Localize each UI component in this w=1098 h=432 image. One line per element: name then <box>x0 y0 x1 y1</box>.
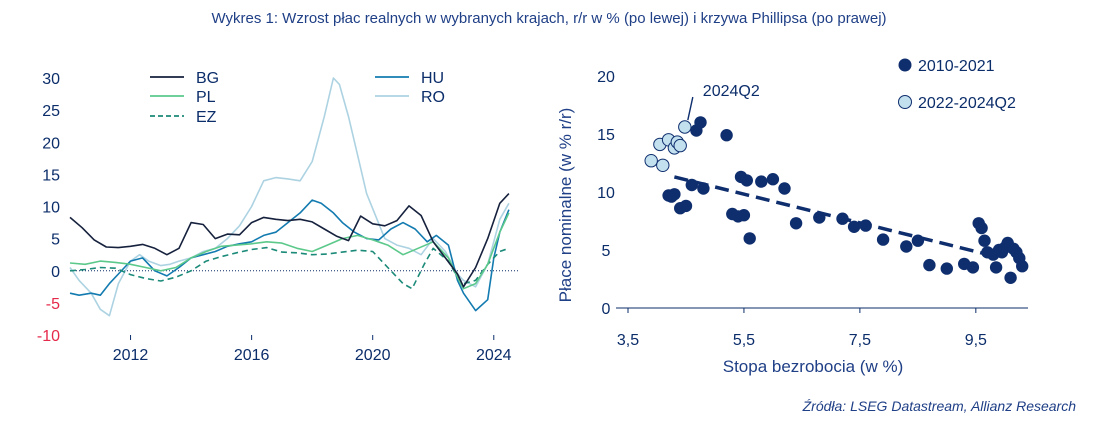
y-axis-ticks: 30 25 20 15 10 5 0 -5 -10 <box>37 71 60 345</box>
y-tick-label: -10 <box>37 328 60 345</box>
scatter-point-2010-2021 <box>694 116 707 129</box>
y-tick-label: 0 <box>51 264 60 281</box>
y-tick-label: 0 <box>602 301 611 318</box>
source-note: Źródła: LSEG Datastream, Allianz Researc… <box>802 398 1076 414</box>
x-tick-label: 9,5 <box>965 332 987 349</box>
y-tick-label: 15 <box>42 167 60 184</box>
scatter-point-2010-2021 <box>720 129 733 142</box>
series-line-bg <box>69 193 510 288</box>
trendline <box>673 175 994 258</box>
annotation-pointer <box>687 96 694 121</box>
line-chart: 30 25 20 15 10 5 0 -5 -10 2012 2016 2020 2024 BG PL E… <box>37 70 518 364</box>
scatter-point-2010-2021 <box>743 232 756 245</box>
legend-marker <box>898 95 912 109</box>
scatter-point-2010-2021 <box>989 261 1003 274</box>
y-tick-label: 30 <box>42 71 60 88</box>
scatter-point-2010-2021 <box>697 182 710 195</box>
scatter-point-2010-2021 <box>740 174 753 187</box>
y-tick-label: 10 <box>42 200 60 217</box>
scatter-point-2010-2021 <box>813 211 826 224</box>
series-line-pl <box>69 212 510 290</box>
y-tick-label: 25 <box>42 103 60 120</box>
scatter-point-2010-2021 <box>737 209 751 222</box>
scatter-point-2022-2024q2 <box>678 120 692 134</box>
legend: 2010-2021 2022-2024Q2 <box>898 58 1016 112</box>
y-axis-ticks: 20 15 10 5 0 <box>597 69 615 318</box>
y-tick-label: 10 <box>597 185 615 202</box>
scatter-point-2010-2021 <box>766 173 780 186</box>
legend-label-ro: RO <box>421 89 445 106</box>
y-tick-label: 5 <box>602 243 611 260</box>
annotation-label: 2024Q2 <box>703 83 760 100</box>
scatter-points <box>644 116 1029 284</box>
figure-title: Wykres 1: Wzrost płac realnych w wybrany… <box>211 10 887 27</box>
scatter-point-2010-2021 <box>836 212 849 225</box>
scatter-point-2022-2024q2 <box>656 158 670 173</box>
scatter-point-2010-2021 <box>923 258 936 272</box>
scatter-point-2010-2021 <box>911 234 925 247</box>
x-tick-label: 7,5 <box>849 332 871 349</box>
legend: BG PL EZ HU RO <box>150 70 445 126</box>
legend-marker <box>898 58 912 72</box>
scatter-point-2010-2021 <box>755 175 768 188</box>
scatter-point-2010-2021 <box>1016 260 1029 273</box>
legend-label: 2010-2021 <box>918 58 995 75</box>
legend-label-hu: HU <box>421 70 444 87</box>
series-line-hu <box>69 199 510 312</box>
y-tick-label: 20 <box>42 135 60 152</box>
scatter-point-2010-2021 <box>900 240 913 253</box>
y-tick-label: 20 <box>597 69 615 86</box>
scatter-point-2010-2021 <box>778 182 791 195</box>
scatter-point-2010-2021 <box>1004 271 1017 284</box>
legend-label-ez: EZ <box>196 109 217 126</box>
legend-label-pl: PL <box>196 89 216 106</box>
y-tick-label: 15 <box>597 127 615 144</box>
scatter-point-2010-2021 <box>876 233 890 246</box>
y-tick-label: -5 <box>46 296 60 313</box>
scatter-point-2010-2021 <box>978 234 991 247</box>
scatter-point-2010-2021 <box>847 220 861 233</box>
line-series-group <box>69 77 510 317</box>
scatter-point-2022-2024q2 <box>673 138 687 153</box>
series-line-ro <box>69 77 510 317</box>
x-axis-ticks: 3,5 5,5 7,5 9,5 <box>617 308 987 349</box>
x-tick-label: 2016 <box>234 347 270 364</box>
scatter-point-2010-2021 <box>679 199 693 213</box>
scatter-point-2010-2021 <box>940 262 953 275</box>
legend-label: 2022-2024Q2 <box>918 95 1016 112</box>
scatter-point-2010-2021 <box>685 178 698 192</box>
x-tick-label: 2020 <box>355 347 391 364</box>
scatter-point-2010-2021 <box>975 221 988 235</box>
x-tick-label: 3,5 <box>617 332 639 349</box>
legend-label-bg: BG <box>196 70 219 87</box>
scatter-point-2022-2024q2 <box>644 154 658 168</box>
annotation: 2024Q2 <box>687 83 760 121</box>
x-axis-ticks: 2012 2016 2020 2024 <box>113 335 512 364</box>
scatter-point-2010-2021 <box>966 261 980 274</box>
scatter-point-2010-2021 <box>668 188 681 201</box>
scatter-point-2010-2021 <box>789 217 803 230</box>
x-axis-label: Stopa bezrobocia (w %) <box>723 357 903 376</box>
scatter-point-2010-2021 <box>859 219 872 232</box>
x-tick-label: 2024 <box>476 347 512 364</box>
x-tick-label: 2012 <box>113 347 149 364</box>
y-tick-label: 5 <box>51 232 60 249</box>
y-axis-label: Płace nominalne (w % r/r) <box>556 108 575 303</box>
x-tick-label: 5,5 <box>733 332 755 349</box>
trendline-dashed <box>673 175 994 258</box>
